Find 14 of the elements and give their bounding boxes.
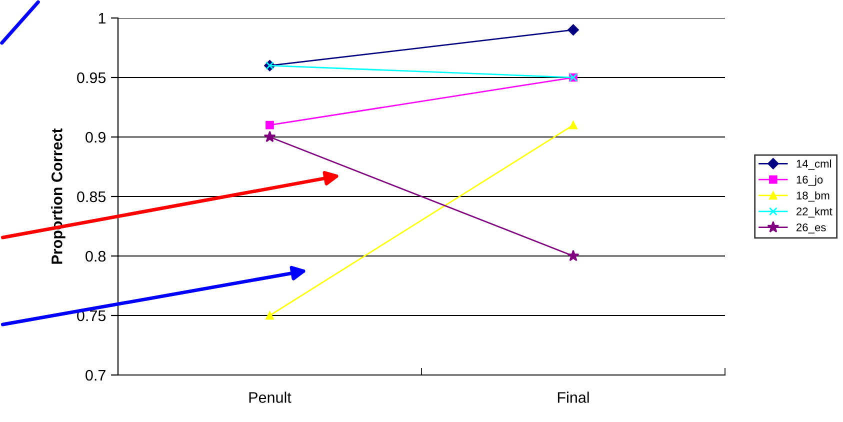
y-tick-label: 1 [98,13,106,24]
y-axis-title: Proportion Correct [51,128,66,264]
y-tick-label: 0.85 [77,191,106,202]
legend-label: 18_bm [796,191,830,202]
x-tick-label: Penult [249,392,292,403]
legend-label: 26_es [796,223,826,234]
x-tick-label: Final [558,392,589,403]
legend-label: 22_kmt [796,207,832,218]
y-tick-label: 0.95 [77,72,106,84]
y-tick-label: 0.8 [86,250,106,262]
legend-label: 16_jo [796,175,823,186]
y-tick-label: 0.7 [86,370,106,381]
y-tick-label: 0.9 [86,132,106,143]
legend-label: 14_cml [796,159,832,170]
